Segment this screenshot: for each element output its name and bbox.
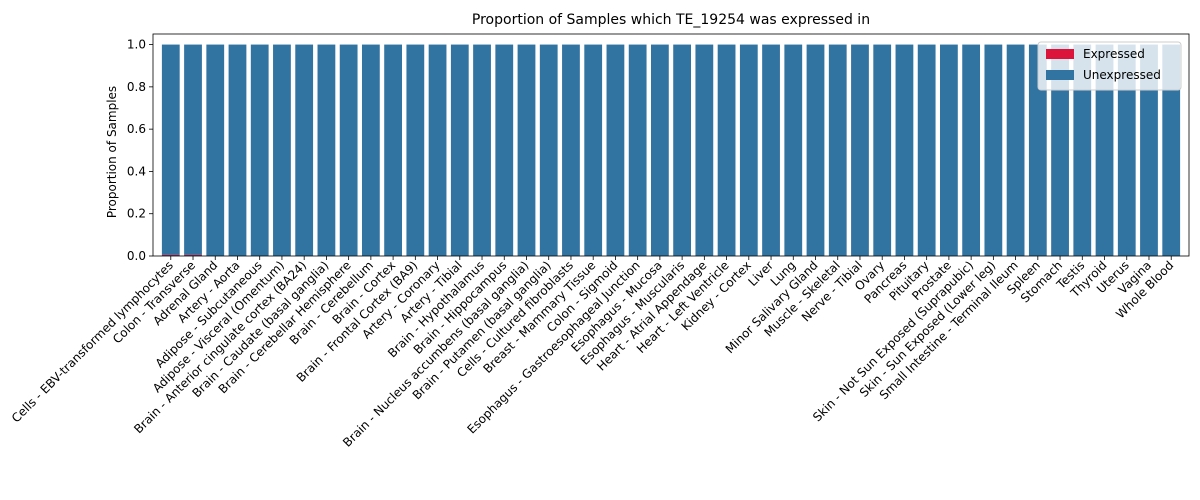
bar-unexpressed-17 <box>539 44 558 256</box>
bar-unexpressed-26 <box>739 44 758 256</box>
bar-unexpressed-3 <box>228 44 247 256</box>
bar-unexpressed-28 <box>784 44 803 256</box>
bar-unexpressed-7 <box>317 44 336 256</box>
bar-unexpressed-30 <box>828 44 847 256</box>
chart-title: Proportion of Samples which TE_19254 was… <box>472 12 870 28</box>
plot-frame <box>152 33 1190 257</box>
y-tick-label: 1.0 <box>127 38 146 52</box>
bar-unexpressed-4 <box>250 44 269 256</box>
legend-label-unexpressed: Unexpressed <box>1083 68 1161 82</box>
bar-unexpressed-2 <box>206 44 225 256</box>
bar-unexpressed-34 <box>917 44 936 256</box>
bar-expressed-0 <box>161 254 180 256</box>
bar-unexpressed-0 <box>161 44 180 255</box>
bar-unexpressed-14 <box>473 44 491 256</box>
bar-unexpressed-19 <box>584 44 603 256</box>
legend-swatch-unexpressed <box>1046 70 1074 80</box>
bar-unexpressed-11 <box>406 44 425 256</box>
bar-unexpressed-45 <box>1162 44 1181 256</box>
y-tick-label: 0.6 <box>127 122 146 136</box>
bar-unexpressed-36 <box>962 44 981 256</box>
bar-unexpressed-9 <box>361 44 380 256</box>
bar-unexpressed-40 <box>1051 44 1069 256</box>
bar-unexpressed-21 <box>628 44 647 256</box>
plot-area <box>152 33 1190 257</box>
bar-unexpressed-31 <box>851 44 869 256</box>
bar-unexpressed-25 <box>717 44 736 256</box>
bar-unexpressed-20 <box>606 44 625 256</box>
bar-unexpressed-16 <box>517 44 536 256</box>
bar-unexpressed-29 <box>806 44 825 256</box>
bar-unexpressed-12 <box>428 44 447 256</box>
bar-unexpressed-37 <box>984 44 1003 256</box>
bar-unexpressed-32 <box>873 44 892 256</box>
legend-label-expressed: Expressed <box>1083 47 1145 61</box>
bar-unexpressed-41 <box>1073 44 1092 256</box>
bar-unexpressed-39 <box>1028 44 1047 256</box>
y-tick-label: 0.2 <box>127 207 146 221</box>
bar-unexpressed-44 <box>1140 44 1158 256</box>
bar-unexpressed-38 <box>1006 44 1025 256</box>
bar-expressed-1 <box>184 254 202 256</box>
bar-unexpressed-43 <box>1117 44 1136 256</box>
bar-unexpressed-1 <box>184 44 202 255</box>
bar-unexpressed-22 <box>650 44 669 256</box>
y-axis-label: Proportion of Samples <box>105 86 119 218</box>
y-axis: 0.0 0.2 0.4 0.6 0.8 1.0 <box>127 38 153 263</box>
legend-swatch-expressed <box>1046 49 1074 59</box>
bar-unexpressed-6 <box>295 44 314 256</box>
bar-unexpressed-42 <box>1095 44 1114 256</box>
y-tick-label: 0.8 <box>127 80 146 94</box>
y-tick-label: 0.0 <box>127 249 146 263</box>
legend: Expressed Unexpressed <box>1037 41 1182 91</box>
bar-unexpressed-33 <box>895 44 914 256</box>
bar-unexpressed-18 <box>562 44 580 256</box>
bar-unexpressed-5 <box>273 44 291 256</box>
y-tick-label: 0.4 <box>127 164 146 178</box>
bar-unexpressed-23 <box>673 44 692 256</box>
bar-unexpressed-35 <box>940 44 958 256</box>
bar-unexpressed-13 <box>450 44 469 256</box>
bar-unexpressed-8 <box>339 44 358 256</box>
bar-unexpressed-15 <box>495 44 514 256</box>
bar-unexpressed-24 <box>695 44 714 256</box>
bar-unexpressed-10 <box>384 44 402 256</box>
bar-unexpressed-27 <box>762 44 780 256</box>
